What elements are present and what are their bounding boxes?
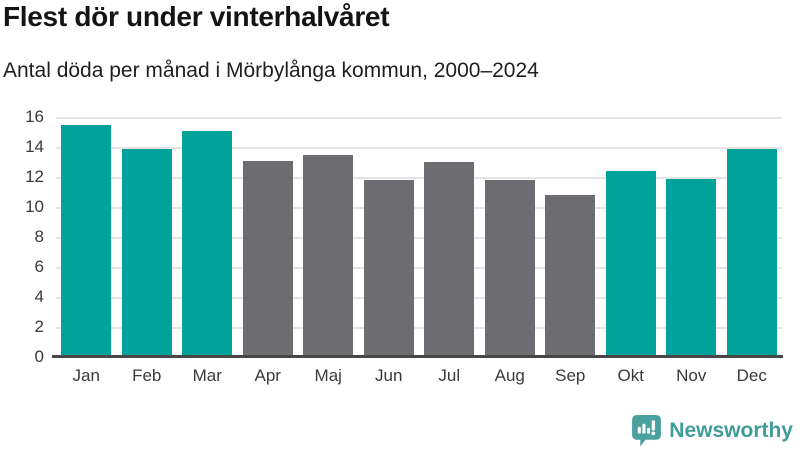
bar-cell	[177, 117, 238, 357]
y-tick-label: 16	[25, 107, 44, 126]
x-tick-label: Aug	[494, 366, 525, 385]
bar-cell	[722, 117, 783, 357]
x-tick-label: Okt	[617, 366, 644, 385]
gridline	[56, 177, 782, 179]
gridline	[56, 117, 782, 119]
y-axis-labels: 0 2 4 6 8 10 12 14 16	[0, 107, 44, 366]
bar-dec	[726, 148, 777, 357]
bar-sep	[545, 195, 596, 357]
bar-apr	[242, 160, 293, 357]
bar-cell	[238, 117, 299, 357]
chart-subtitle: Antal döda per månad i Mörbylånga kommun…	[3, 59, 539, 82]
x-tick-label: Mar	[192, 366, 222, 385]
bar-cell	[480, 117, 541, 357]
x-axis-labels: Jan Feb Mar Apr Maj Jun Jul Aug Sep Okt Nov Dec	[56, 366, 782, 386]
bar-cell	[298, 117, 359, 357]
y-tick-label: 4	[34, 287, 44, 306]
gridline	[56, 267, 782, 269]
bar-cell	[540, 117, 601, 357]
x-tick-label: Maj	[314, 366, 342, 385]
chart-title: Flest dör under vinterhalvåret	[3, 1, 390, 32]
x-tick-label: Jul	[438, 366, 461, 385]
newsworthy-logo: Newsworthy	[631, 414, 793, 447]
x-tick-label: Jan	[72, 366, 100, 385]
x-tick-label: Sep	[555, 366, 586, 385]
bar-cell	[661, 117, 722, 357]
x-tick-label: Jun	[375, 366, 403, 385]
gridline	[56, 207, 782, 209]
plot-area	[56, 117, 782, 357]
bar-aug	[484, 180, 535, 357]
x-tick-label: Apr	[254, 366, 281, 385]
y-tick-label: 12	[25, 167, 44, 186]
bar-okt	[605, 171, 656, 357]
bar-jan	[61, 124, 112, 357]
y-tick-label: 14	[25, 137, 44, 156]
bar-cell	[56, 117, 117, 357]
gridline	[56, 237, 782, 239]
x-tick-label: Feb	[132, 366, 162, 385]
newsworthy-brand-text: Newsworthy	[669, 418, 793, 442]
y-tick-label: 6	[34, 257, 44, 276]
x-tick-label: Dec	[736, 366, 767, 385]
x-tick-label: Nov	[676, 366, 707, 385]
bar-cell	[419, 117, 480, 357]
bar-cell	[359, 117, 420, 357]
bar-jul	[424, 162, 475, 357]
y-tick-label: 2	[34, 317, 44, 336]
newsworthy-speech-bubble-chart-icon	[631, 414, 662, 447]
gridline	[56, 147, 782, 149]
bar-feb	[121, 148, 172, 357]
bar-nov	[666, 178, 717, 357]
y-tick-label: 0	[34, 347, 44, 366]
x-axis-line	[52, 355, 783, 358]
bar-cell	[601, 117, 662, 357]
bar-cell	[117, 117, 178, 357]
y-tick-label: 10	[25, 197, 44, 216]
gridline	[56, 297, 782, 299]
bar-mar	[182, 130, 233, 357]
bar-jun	[363, 180, 414, 357]
y-tick-label: 8	[34, 227, 44, 246]
bars-row	[56, 117, 782, 357]
bar-maj	[303, 154, 354, 357]
gridline	[56, 327, 782, 329]
